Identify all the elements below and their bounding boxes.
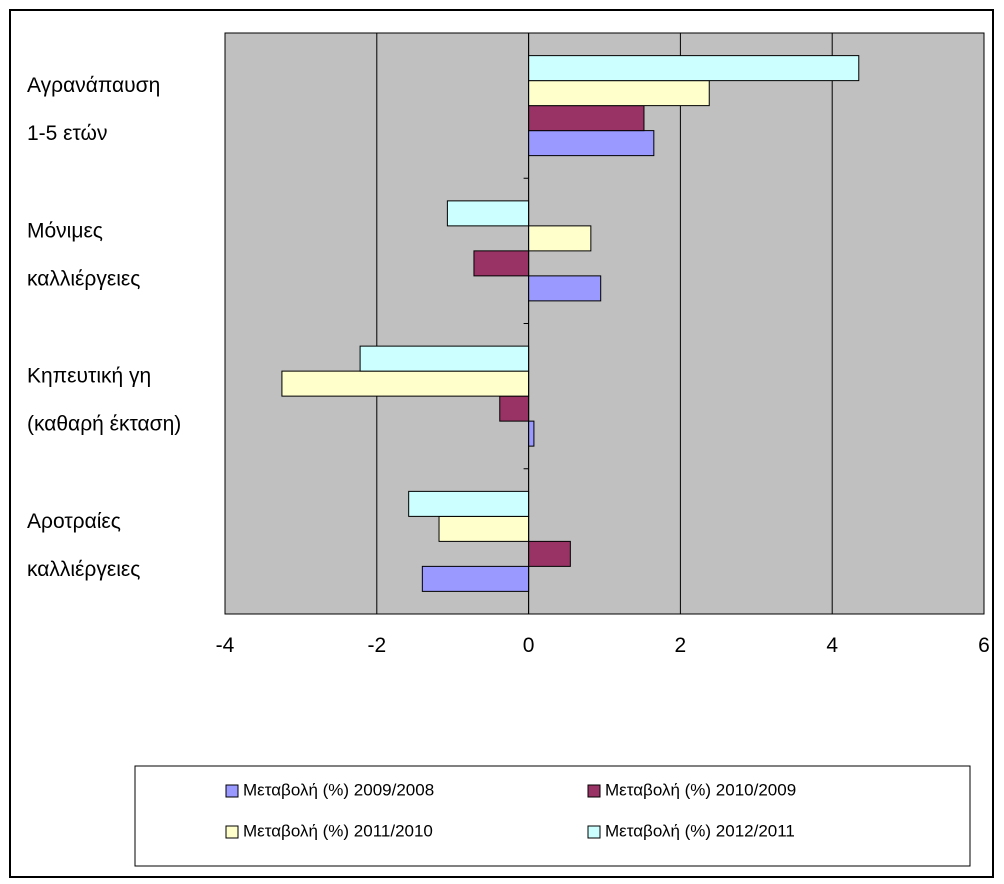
bar [446,200,530,227]
legend-label: Μεταβολή (%) 2012/2011 [605,821,795,840]
bar [421,565,530,592]
legend-swatch [225,825,239,839]
bar [528,420,535,447]
bar [528,540,571,567]
category-label: Αροτραίες [27,510,121,533]
bar [528,55,860,82]
legend-swatch [225,784,239,798]
legend-label: Μεταβολή (%) 2009/2008 [243,780,434,799]
legend-swatch [587,825,601,839]
category-label: Κηπευτική γη [27,365,151,388]
category-labels: Αγρανάπαυση 1-5 ετών Μόνιμες καλλιέργειες Κη… [27,74,181,581]
plot-area [224,32,985,615]
bar [408,490,530,517]
bar [528,225,592,252]
x-axis-tick-labels: -4 -2 0 2 4 6 [216,634,990,657]
category-label: Μόνιμες [27,219,103,242]
bar [359,345,530,372]
category-label: (καθαρή έκταση) [27,413,181,436]
chart-frame: Αγρανάπαυση 1-5 ετών Μόνιμες καλλιέργειες Κη… [9,9,994,878]
legend: Μεταβολή (%) 2009/2008 Μεταβολή (%) 2010/… [134,765,971,867]
bar [528,275,602,302]
bar [528,80,710,107]
x-tick-label: -2 [367,634,386,657]
x-tick-label: 6 [978,634,990,657]
x-tick-label: 2 [675,634,687,657]
bar-chart: Αγρανάπαυση 1-5 ετών Μόνιμες καλλιέργειες Κη… [27,32,990,867]
legend-box [134,765,971,867]
legend-swatch [587,784,601,798]
bar [438,515,530,542]
legend-label: Μεταβολή (%) 2010/2009 [605,780,796,799]
x-tick-label: 4 [826,634,838,657]
bar [528,105,645,132]
category-label: 1-5 ετών [27,122,107,145]
bar [473,250,530,277]
x-tick-label: -4 [216,634,235,657]
bar [281,370,530,397]
category-label: Αγρανάπαυση [27,74,160,97]
bar [499,395,530,422]
category-label: καλλιέργειες [27,558,140,581]
bar [528,130,655,157]
x-tick-label: 0 [523,634,535,657]
category-label: καλλιέργειες [27,267,140,290]
legend-label: Μεταβολή (%) 2011/2010 [243,821,433,840]
